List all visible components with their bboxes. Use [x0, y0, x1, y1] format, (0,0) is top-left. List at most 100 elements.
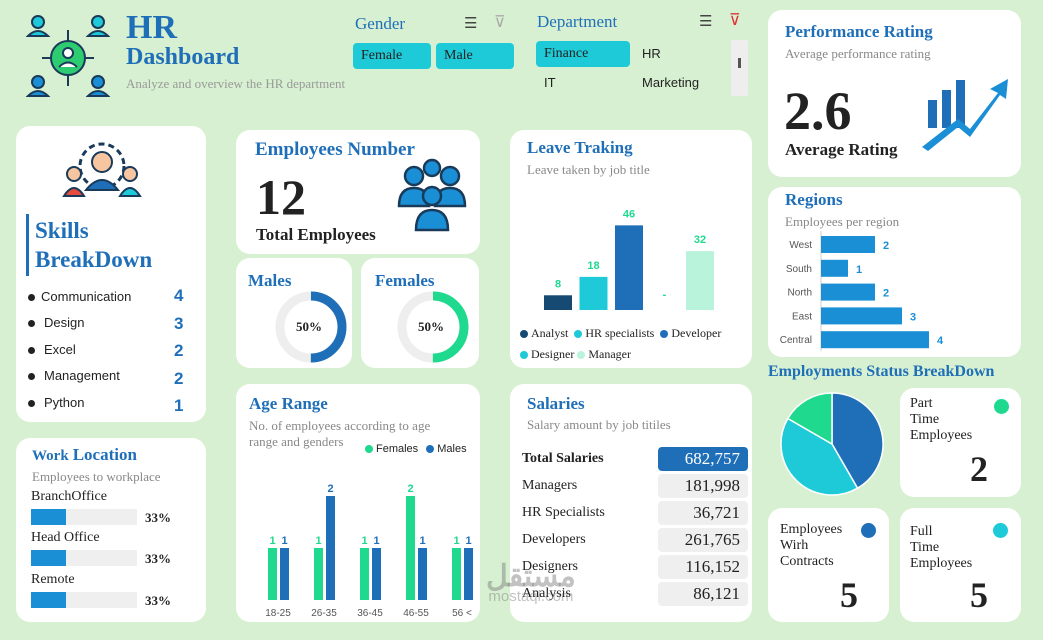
age-value-label: 1 [373, 535, 379, 547]
females-card: Females 50% [361, 258, 479, 368]
gender-option-male[interactable]: Male [436, 43, 514, 69]
status-title: Employments Status BreakDown [768, 363, 995, 380]
status-dot-icon [994, 399, 1009, 414]
dashboard-subtitle: Analyze and overview the HR department [126, 76, 346, 91]
team-gear-icon [62, 134, 142, 211]
pie-slice [780, 417, 859, 496]
region-bar [821, 331, 929, 349]
legend-item: HR specialists [574, 326, 654, 340]
pie-slice [831, 392, 884, 490]
males-percent: 50% [296, 319, 322, 334]
employees-title: Employees Number [255, 139, 415, 160]
leave-value-label: 46 [623, 208, 635, 220]
work-location-label: BranchOffice [31, 489, 107, 504]
slicer-scrollbar[interactable] [731, 40, 748, 96]
region-value-label: 2 [883, 288, 889, 300]
males-card: Males 50% [236, 258, 352, 368]
work-location-percent: 33% [145, 593, 171, 608]
department-option-it[interactable]: IT [544, 75, 556, 90]
status-dot-icon [861, 523, 876, 538]
salary-row: Developers 261,765 [522, 528, 748, 552]
salary-row: Designers 116,152 [522, 555, 748, 579]
age-bar [406, 496, 415, 600]
legend-item: Designer [520, 347, 574, 361]
work-location-percent: 33% [145, 551, 171, 566]
skills-title: Skills [35, 218, 89, 243]
region-value-label: 4 [937, 335, 944, 347]
age-value-label: 1 [465, 535, 471, 547]
legend-item: Males [426, 443, 467, 455]
skills-title-accent [26, 214, 29, 276]
performance-card: Performance Rating Average performance r… [768, 10, 1021, 177]
skill-count: 3 [174, 314, 184, 333]
age-tick-label: 36-45 [357, 608, 383, 619]
region-value-label: 3 [910, 311, 916, 323]
growth-chart-icon [918, 65, 1010, 156]
skill-row: Python [28, 395, 84, 410]
skill-row: Communication [28, 289, 131, 304]
dashboard-title: HR [126, 9, 177, 46]
leave-bar [544, 295, 572, 310]
age-value-label: 1 [361, 535, 367, 547]
legend-item: Analyst [520, 326, 568, 340]
region-bar [821, 307, 902, 325]
age-bar [280, 548, 289, 600]
performance-subtitle: Average performance rating [785, 46, 931, 61]
part-time-value: 2 [970, 449, 988, 489]
region-bar [821, 259, 848, 277]
leave-legend: Analyst HR specialists Developer Designe… [520, 323, 750, 365]
multiselect-icon[interactable]: ☰ [464, 15, 478, 32]
age-value-label: 1 [453, 535, 459, 547]
leave-card: Leave Traking Leave taken by job title 8… [510, 130, 752, 368]
performance-label: Average Rating [785, 140, 898, 159]
department-option-hr[interactable]: HR [642, 46, 661, 61]
gender-slicer-title: Gender [355, 14, 406, 33]
leave-bar [686, 251, 714, 310]
skills-card: Skills BreakDown Communication 4 Design … [16, 126, 206, 422]
age-tick-label: 56 < [452, 608, 472, 619]
full-time-card: Full Time Employees 5 [900, 508, 1021, 622]
work-location-title: Work Location [32, 445, 137, 464]
age-subtitle-line2: range and genders [249, 434, 344, 449]
hr-logo-icon [22, 12, 114, 104]
age-value-label: 2 [407, 483, 413, 495]
leave-chart: 8 18 46 - 32 [544, 208, 714, 310]
males-donut [275, 291, 347, 363]
age-value-label: 1 [269, 535, 275, 547]
department-option-marketing[interactable]: Marketing [642, 75, 700, 90]
performance-title: Performance Rating [785, 22, 933, 41]
department-slicer-title: Department [537, 12, 618, 31]
males-title: Males [248, 271, 292, 290]
legend-item: Females [365, 443, 418, 455]
full-time-value: 5 [970, 575, 988, 615]
regions-card: Regions Employees per region West 2 South 1… [768, 187, 1021, 357]
part-time-card: Part Time Employees 2 [900, 388, 1021, 497]
contracts-card: Employees Wirh Contracts 5 [768, 508, 889, 622]
leave-title: Leave Traking [527, 138, 633, 157]
leave-value-label: 18 [587, 260, 599, 272]
age-value-label: 2 [327, 483, 333, 495]
clear-filter-icon[interactable]: ⊽ [729, 12, 741, 29]
age-bar [452, 548, 461, 600]
region-bar [821, 283, 875, 301]
gender-option-female[interactable]: Female [353, 43, 431, 69]
age-bar [372, 548, 381, 600]
leave-value-label: - [663, 289, 667, 301]
status-pie-chart [780, 392, 884, 496]
age-subtitle: No. of employees according to age [249, 418, 431, 433]
regions-chart: West 2 South 1 North 2 East 3 Central 4 [780, 231, 944, 351]
age-value-label: 1 [315, 535, 321, 547]
multiselect-icon[interactable]: ☰ [699, 13, 713, 30]
people-group-icon [396, 158, 468, 239]
clear-filter-icon[interactable]: ⊽ [494, 14, 506, 31]
age-value-label: 1 [281, 535, 287, 547]
salaries-subtitle: Salary amount by job titiles [527, 417, 671, 432]
skill-row: Management [28, 368, 120, 383]
skill-row: Design [28, 315, 84, 330]
region-tick-label: North [788, 288, 812, 299]
skill-count: 2 [174, 341, 184, 360]
regions-subtitle: Employees per region [785, 214, 900, 229]
age-tick-label: 46-55 [403, 608, 429, 619]
department-option-finance[interactable]: Finance [536, 41, 630, 67]
